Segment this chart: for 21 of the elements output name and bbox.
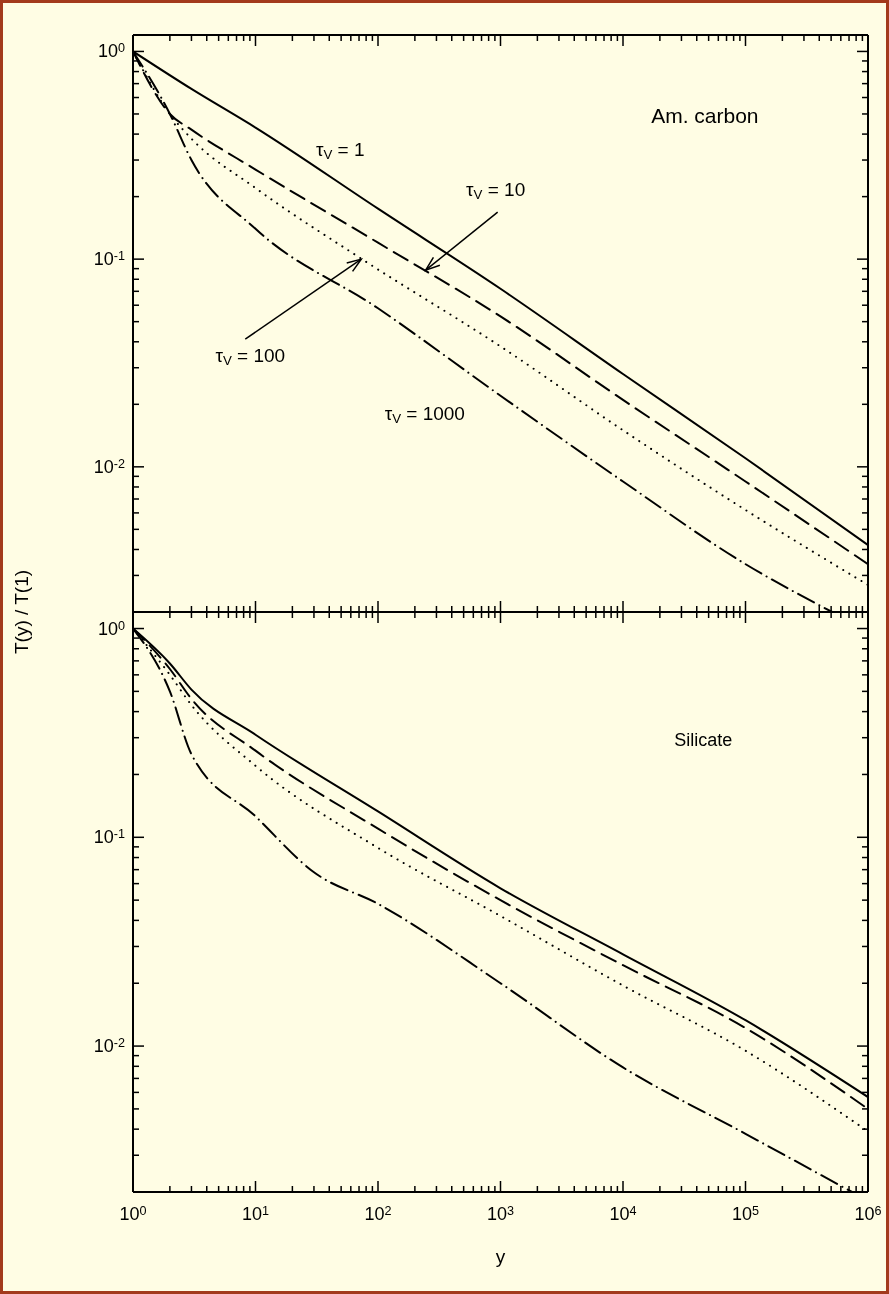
x-tick-label: 10$^{6}$ (854, 1203, 882, 1224)
x-tick-label: 10$^{2}$ (364, 1203, 392, 1224)
annotation: τ$_{V}$ = 100 (215, 345, 286, 369)
y-tick-label: 10$^{-1}$ (93, 827, 125, 848)
x-tick-label: 10$^{4}$ (609, 1203, 637, 1224)
y-tick-label: 10$^{-2}$ (93, 456, 125, 477)
y-tick-label: 10$^{0}$ (97, 41, 125, 62)
x-axis-title: y (495, 1246, 506, 1268)
y-tick-label: 10$^{0}$ (97, 618, 125, 639)
x-tick-label: 10$^{3}$ (486, 1203, 515, 1224)
annotation: τ$_{V}$ = 1 (315, 139, 365, 163)
x-tick-label: 10$^{5}$ (731, 1203, 760, 1224)
annotation: τ$_{V}$ = 1000 (384, 402, 465, 426)
annotation: Am. carbon (651, 103, 759, 127)
annotation: τ$_{V}$ = 10 (466, 179, 526, 203)
x-tick-label: 10$^{0}$ (119, 1203, 147, 1224)
x-tick-label: 10$^{1}$ (241, 1203, 270, 1224)
annotation: Silicate (674, 729, 733, 750)
y-tick-label: 10$^{-1}$ (93, 248, 125, 270)
y-axis-title: T(y) / T(1) (11, 569, 33, 655)
y-tick-label: 10$^{-2}$ (93, 1035, 125, 1057)
